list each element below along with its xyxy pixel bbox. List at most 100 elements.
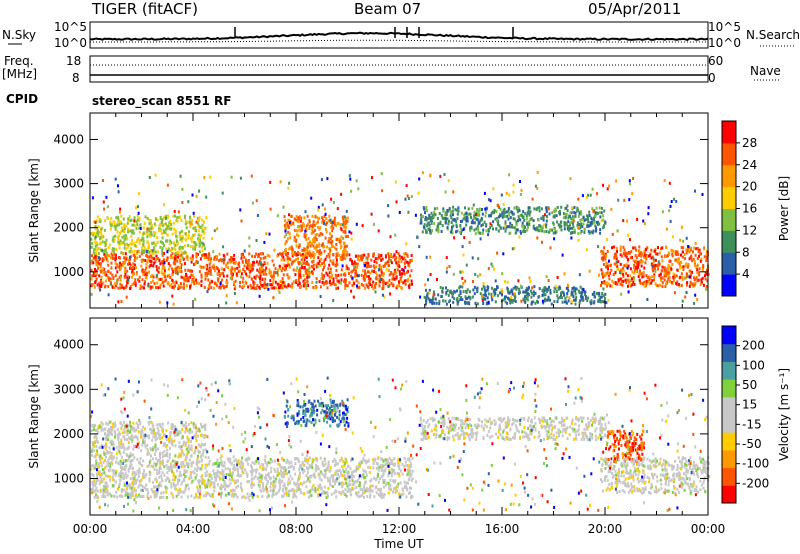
- echo-pixel: [564, 221, 567, 225]
- echo-pixel: [621, 283, 624, 287]
- echo-pixel: [661, 285, 664, 288]
- echo-pixel: [199, 257, 202, 261]
- echo-pixel: [109, 492, 111, 496]
- echo-pixel: [694, 189, 696, 193]
- echo-pixel: [109, 271, 112, 275]
- echo-pixel: [628, 179, 631, 183]
- echo-pixel: [529, 218, 532, 221]
- echo-pixel: [179, 258, 182, 262]
- echo-pixel: [705, 258, 708, 262]
- echo-pixel: [354, 269, 357, 273]
- echo-pixel: [525, 214, 528, 218]
- echo-pixel: [663, 274, 666, 278]
- echo-pixel: [427, 278, 429, 282]
- echo-pixel: [537, 218, 540, 222]
- echo-pixel: [409, 274, 412, 278]
- echo-pixel: [537, 229, 540, 233]
- echo-pixel: [138, 255, 141, 258]
- echo-pixel: [244, 458, 247, 462]
- echo-pixel: [535, 208, 538, 212]
- echo-pixel: [379, 280, 382, 283]
- echo-pixel: [246, 265, 249, 268]
- echo-pixel: [376, 277, 379, 281]
- echo-pixel: [208, 285, 210, 289]
- echo-pixel: [324, 257, 327, 261]
- echo-pixel: [532, 293, 535, 297]
- echo-pixel: [330, 276, 333, 280]
- echo-pixel: [105, 474, 107, 478]
- echo-pixel: [337, 222, 340, 226]
- echo-pixel: [124, 286, 127, 290]
- echo-pixel: [493, 289, 496, 293]
- echo-pixel: [149, 254, 152, 258]
- echo-pixel: [96, 263, 99, 267]
- echo-pixel: [585, 195, 588, 199]
- echo-pixel: [276, 282, 279, 286]
- echo-pixel: [282, 484, 285, 488]
- echo-pixel: [348, 253, 351, 257]
- echo-pixel: [390, 271, 393, 274]
- echo-pixel: [132, 265, 135, 269]
- echo-pixel: [340, 192, 343, 196]
- echo-pixel: [116, 278, 119, 282]
- echo-pixel: [102, 200, 105, 204]
- echo-pixel: [493, 211, 495, 215]
- echo-pixel: [110, 266, 113, 270]
- echo-pixel: [367, 253, 370, 257]
- echo-pixel: [606, 238, 609, 242]
- echo-pixel: [513, 217, 516, 221]
- echo-pixel: [207, 287, 210, 291]
- echo-pixel: [563, 212, 565, 216]
- echo-pixel: [283, 281, 286, 285]
- echo-pixel: [245, 459, 248, 463]
- echo-pixel: [442, 286, 444, 290]
- echo-pixel: [368, 280, 371, 284]
- echo-pixel: [403, 456, 406, 460]
- echo-pixel: [287, 494, 290, 497]
- echo-pixel: [606, 284, 609, 288]
- echo-pixel: [111, 273, 114, 277]
- echo-pixel: [501, 215, 504, 219]
- echo-pixel: [331, 224, 334, 228]
- echo-pixel: [306, 251, 309, 255]
- echo-pixel: [397, 260, 400, 264]
- echo-pixel: [109, 282, 112, 286]
- echo-pixel: [305, 233, 308, 237]
- echo-pixel: [135, 495, 138, 499]
- echo-pixel: [214, 472, 217, 476]
- echo-pixel: [174, 465, 177, 469]
- echo-pixel: [129, 459, 132, 463]
- echo-pixel: [169, 220, 172, 223]
- echo-pixel: [175, 487, 178, 491]
- echo-pixel: [137, 205, 139, 209]
- echo-pixel: [463, 236, 466, 240]
- echo-pixel: [196, 253, 199, 256]
- echo-pixel: [394, 180, 397, 184]
- echo-pixel: [587, 229, 590, 233]
- echo-pixel: [372, 462, 375, 466]
- echo-pixel: [668, 209, 671, 213]
- echo-pixel: [694, 281, 697, 285]
- echo-pixel: [203, 256, 206, 260]
- echo-pixel: [136, 250, 139, 254]
- echo-pixel: [267, 494, 270, 498]
- echo-pixel: [365, 283, 368, 287]
- echo-pixel: [340, 491, 343, 495]
- echo-pixel: [652, 269, 655, 273]
- echo-pixel: [327, 240, 330, 244]
- echo-pixel: [156, 250, 159, 254]
- echo-pixel: [128, 275, 131, 279]
- echo-pixel: [625, 272, 628, 276]
- echo-pixel: [398, 211, 401, 214]
- echo-pixel: [318, 251, 321, 255]
- echo-pixel: [250, 174, 253, 178]
- echo-pixel: [293, 489, 296, 493]
- echo-pixel: [110, 256, 112, 260]
- echo-pixel: [341, 264, 344, 268]
- echo-pixel: [233, 287, 236, 291]
- echo-pixel: [147, 284, 150, 288]
- echo-pixel: [651, 267, 654, 271]
- echo-pixel: [118, 210, 121, 214]
- echo-pixel: [179, 282, 182, 285]
- echo-pixel: [270, 466, 273, 470]
